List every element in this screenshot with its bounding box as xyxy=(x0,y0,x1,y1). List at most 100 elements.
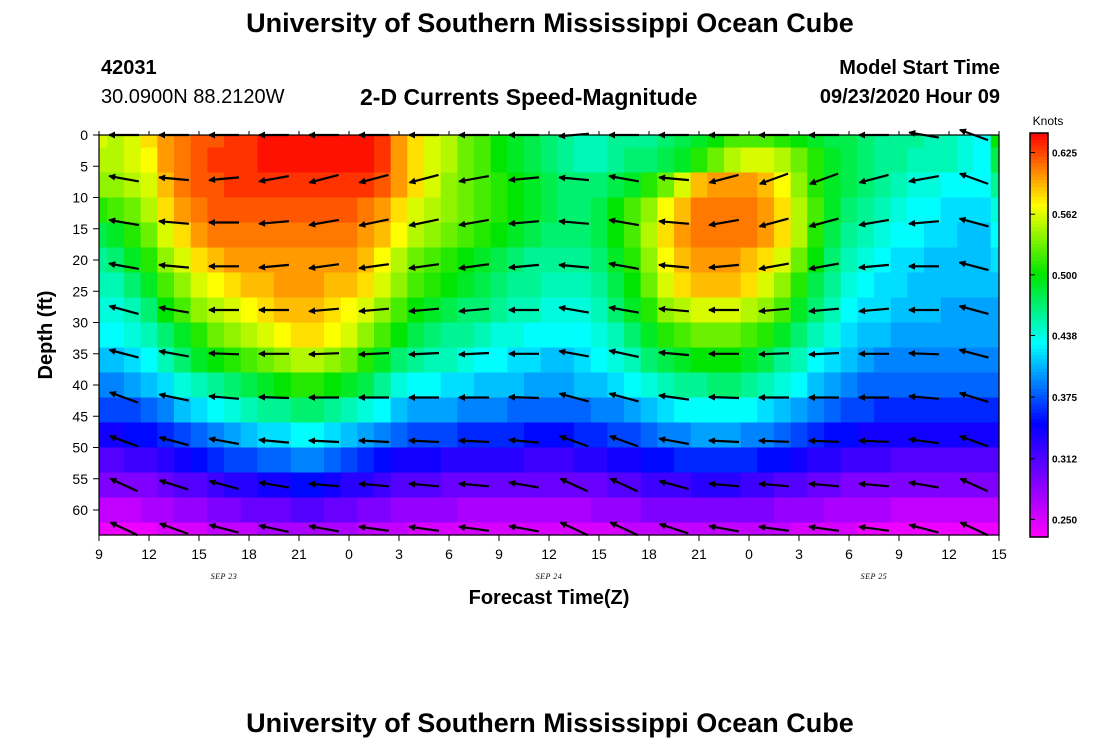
heatmap-cell xyxy=(99,135,108,149)
heatmap-cell xyxy=(340,272,358,299)
heatmap-cell xyxy=(157,135,175,149)
heatmap-cell xyxy=(140,135,158,149)
current-arrow xyxy=(858,173,889,185)
heatmap-cell xyxy=(940,347,958,374)
heatmap-cell xyxy=(557,172,575,199)
colorbar-segment xyxy=(1030,200,1048,205)
heatmap-cell xyxy=(574,222,592,249)
heatmap-cell xyxy=(907,372,925,399)
heatmap-cell xyxy=(240,397,258,424)
heatmap-cell xyxy=(474,247,492,274)
heatmap-cell xyxy=(990,222,1000,249)
current-arrow xyxy=(158,435,189,447)
heatmap-cell xyxy=(624,522,642,536)
heatmap-cell xyxy=(874,372,892,399)
heatmap-cell xyxy=(207,247,225,274)
current-arrow xyxy=(258,263,289,271)
colorbar-segment xyxy=(1030,358,1048,363)
heatmap-cell xyxy=(390,397,408,424)
heatmap-cell xyxy=(957,197,975,224)
current-arrow xyxy=(808,307,839,315)
heatmap-cell xyxy=(257,447,275,474)
heatmap-cell xyxy=(207,272,225,299)
current-arrow xyxy=(358,480,389,488)
heatmap-cell xyxy=(774,422,792,449)
heatmap-cell xyxy=(240,135,258,149)
heatmap-cell xyxy=(307,372,325,399)
heatmap-cell xyxy=(907,322,925,349)
heatmap-cell xyxy=(557,247,575,274)
heatmap-cell xyxy=(940,372,958,399)
heatmap-cell xyxy=(507,135,525,149)
heatmap-cell xyxy=(157,172,175,199)
heatmap-cell xyxy=(290,297,308,324)
heatmap-cell xyxy=(524,522,542,536)
current-arrow xyxy=(208,393,239,401)
heatmap-cell xyxy=(340,447,358,474)
current-arrow xyxy=(308,437,340,445)
heatmap-cell xyxy=(524,147,542,174)
heatmap-cell xyxy=(390,135,408,149)
colorbar-segment xyxy=(1030,385,1048,390)
heatmap-cell xyxy=(507,222,525,249)
heatmap-cell xyxy=(407,272,425,299)
x-axis-label: Forecast Time(Z) xyxy=(469,587,630,609)
current-arrow xyxy=(258,393,290,401)
heatmap-cell xyxy=(324,222,342,249)
heatmap-cell xyxy=(607,222,625,249)
heatmap-cell xyxy=(124,297,142,324)
heatmap-cell xyxy=(307,135,325,149)
heatmap-cell xyxy=(457,222,475,249)
station-coordinates: 30.0900N 88.2120W xyxy=(101,86,285,108)
heatmap-cell xyxy=(124,322,142,349)
heatmap-cell xyxy=(390,422,408,449)
colorbar-segment xyxy=(1030,271,1048,275)
heatmap-cell xyxy=(590,197,608,224)
colorbar-segment xyxy=(1030,513,1048,518)
heatmap-cell xyxy=(290,472,308,499)
heatmap-cell xyxy=(207,222,225,249)
colorbar-segment xyxy=(1030,469,1048,474)
heatmap-cell xyxy=(574,135,592,149)
heatmap-cell xyxy=(507,472,525,499)
current-arrow xyxy=(758,217,789,229)
current-arrow xyxy=(959,521,989,537)
heatmap-cell xyxy=(824,147,842,174)
heatmap-cell xyxy=(990,372,1000,399)
heatmap-cell xyxy=(190,447,208,474)
colorbar-segment xyxy=(1030,297,1048,302)
heatmap-cell xyxy=(224,322,242,349)
heatmap-cell xyxy=(474,397,492,424)
heatmap-cell xyxy=(590,472,608,499)
heatmap-cell xyxy=(324,397,342,424)
current-arrow xyxy=(608,304,639,314)
heatmap-cell xyxy=(590,135,608,149)
heatmap-cell xyxy=(740,497,758,524)
heatmap-cell xyxy=(124,272,142,299)
heatmap-cell xyxy=(407,447,425,474)
heatmap-cell xyxy=(574,322,592,349)
heatmap-cell xyxy=(557,497,575,524)
heatmap-cell xyxy=(490,222,508,249)
heatmap-cell xyxy=(140,372,158,399)
heatmap-cell xyxy=(257,135,275,149)
heatmap-cell xyxy=(740,272,758,299)
heatmap-cell xyxy=(307,172,325,199)
heatmap-cell xyxy=(590,397,608,424)
current-arrow xyxy=(958,434,989,448)
x-tick-label: 18 xyxy=(641,546,657,562)
heatmap-cell xyxy=(974,497,992,524)
colorbar-segment xyxy=(1030,227,1048,232)
heatmap-cell xyxy=(240,247,258,274)
heatmap-cell xyxy=(274,322,292,349)
heatmap-cell xyxy=(607,322,625,349)
current-arrow xyxy=(458,480,489,488)
heatmap-cell xyxy=(824,272,842,299)
colorbar-segment xyxy=(1030,479,1048,484)
heatmap-cell xyxy=(790,497,808,524)
heatmap-cell xyxy=(907,397,925,424)
heatmap-cell xyxy=(257,472,275,499)
heatmap-cell xyxy=(174,197,192,224)
heatmap-cell xyxy=(440,422,458,449)
heatmap-cell xyxy=(990,397,1000,424)
